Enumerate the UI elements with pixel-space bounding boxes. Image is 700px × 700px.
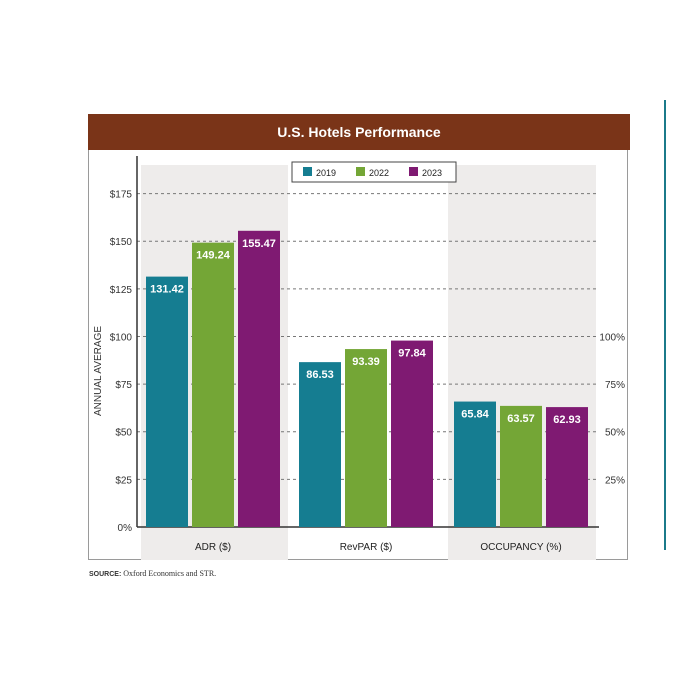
chart-title-bar: U.S. Hotels Performance bbox=[88, 114, 630, 150]
y-tick-label: $25 bbox=[115, 475, 132, 486]
y-tick-label: $150 bbox=[110, 237, 133, 248]
category-label: OCCUPANCY (%) bbox=[480, 542, 561, 553]
right-tick-label: 25% bbox=[605, 475, 625, 486]
y-tick-label: $175 bbox=[110, 190, 133, 201]
legend-label-2022: 2022 bbox=[369, 168, 389, 178]
legend-swatch-2023 bbox=[409, 167, 418, 176]
category-label: RevPAR ($) bbox=[340, 542, 393, 553]
source-label: SOURCE: bbox=[89, 571, 122, 578]
side-rule bbox=[664, 100, 666, 550]
bar-2019-1 bbox=[299, 362, 341, 527]
bar-value-label: 155.47 bbox=[242, 238, 276, 250]
chart-frame: 0% $25 $50 $75 $100 $125 $150 $175 25% 50% 75% 100%… bbox=[88, 150, 628, 560]
legend-swatch-2022 bbox=[356, 167, 365, 176]
source-note: SOURCE: Oxford Economics and STR. bbox=[89, 569, 216, 578]
bar-value-label: 65.84 bbox=[461, 409, 489, 421]
legend-label-2019: 2019 bbox=[316, 168, 336, 178]
right-tick-label: 100% bbox=[599, 332, 625, 343]
bar-2022-2 bbox=[500, 405, 542, 527]
bar-value-label: 97.84 bbox=[398, 348, 426, 360]
bar-2022-0 bbox=[192, 242, 234, 528]
bar-value-label: 63.57 bbox=[507, 413, 535, 425]
legend-label-2023: 2023 bbox=[422, 168, 442, 178]
bar-2019-0 bbox=[146, 276, 188, 527]
right-tick-label: 75% bbox=[605, 380, 625, 391]
y-tick-label: $100 bbox=[110, 332, 133, 343]
chart-title: U.S. Hotels Performance bbox=[277, 124, 441, 140]
bar-2023-2 bbox=[546, 407, 588, 527]
bar-value-label: 93.39 bbox=[352, 356, 380, 368]
source-text: Oxford Economics and STR. bbox=[123, 569, 217, 578]
category-label: ADR ($) bbox=[195, 542, 231, 553]
y-tick-label: 0% bbox=[118, 523, 133, 534]
y-axis-title: ANNUAL AVERAGE bbox=[93, 326, 104, 416]
bar-value-label: 86.53 bbox=[306, 369, 334, 381]
y-tick-label: $75 bbox=[115, 380, 132, 391]
legend-swatch-2019 bbox=[303, 167, 312, 176]
bar-2022-1 bbox=[345, 349, 387, 527]
right-tick-label: 50% bbox=[605, 428, 625, 439]
bar-value-label: 62.93 bbox=[553, 414, 581, 426]
legend: 2019 2022 2023 bbox=[291, 161, 457, 183]
bar-value-label: 149.24 bbox=[196, 250, 231, 262]
bar-2023-0 bbox=[238, 230, 280, 527]
bar-2019-2 bbox=[454, 401, 496, 527]
bar-value-label: 131.42 bbox=[150, 284, 184, 296]
bar-2023-1 bbox=[391, 340, 433, 527]
y-tick-label: $125 bbox=[110, 285, 133, 296]
bar-chart: 0% $25 $50 $75 $100 $125 $150 $175 25% 50% 75% 100%… bbox=[93, 156, 625, 560]
y-tick-label: $50 bbox=[115, 428, 132, 439]
